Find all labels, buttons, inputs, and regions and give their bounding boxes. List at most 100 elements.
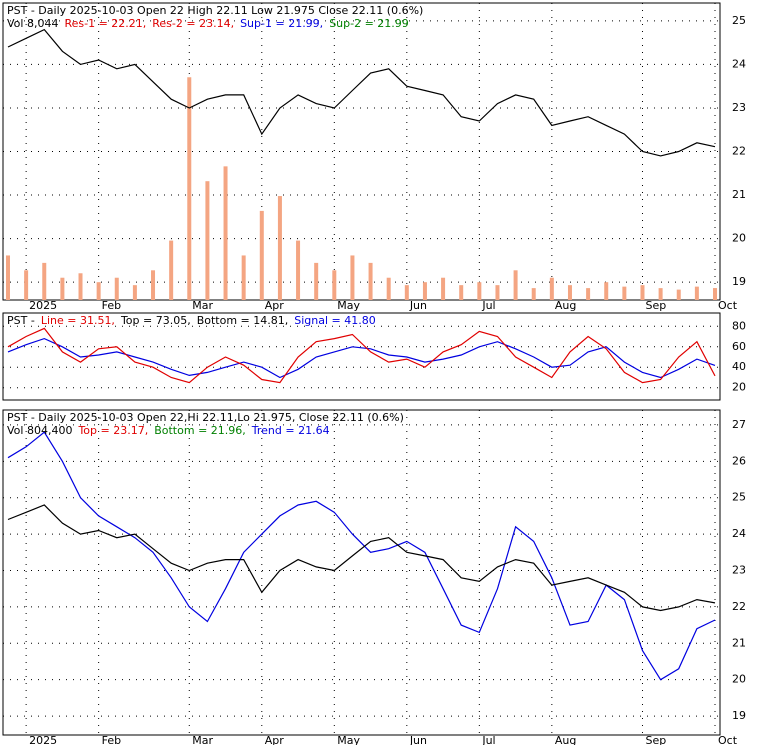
header-text: Sup-2 = 21.99 [329, 17, 409, 30]
x-tick-label: Mar [192, 299, 213, 312]
volume-bar [531, 288, 536, 300]
header-text: PST - Daily 2025-10-03 Open 22 High 22.1… [7, 4, 423, 17]
volume-bar [78, 273, 83, 300]
header-text: Res-1 = 22.21, [64, 17, 146, 30]
volume-bar [332, 270, 337, 300]
x-tick-label: Sep [645, 299, 666, 312]
volume-bar [495, 285, 500, 300]
x-tick-label: Jun [409, 299, 427, 312]
y-tick-label: 20 [732, 381, 746, 394]
volume-bar [622, 286, 627, 300]
y-tick-label: 20 [732, 232, 746, 245]
x-tick-label: Aug [555, 299, 576, 312]
volume-bar [277, 196, 282, 300]
y-tick-label: 23 [732, 563, 746, 576]
y-tick-label: 22 [732, 600, 746, 613]
y-tick-label: 80 [732, 319, 746, 332]
series-line [7, 431, 716, 681]
y-tick-label: 24 [732, 527, 746, 540]
volume-bar [441, 277, 446, 300]
header-text: Signal = 41.80 [294, 314, 376, 327]
header-text: PST - [7, 314, 35, 327]
y-tick-label: 21 [732, 636, 746, 649]
volume-bar [640, 285, 645, 300]
y-tick-label: 26 [732, 454, 746, 467]
series-line [7, 504, 716, 612]
volume-bar [205, 181, 210, 300]
header-text: PST - Daily 2025-10-03 Open 22,Hi 22.11,… [7, 411, 404, 424]
volume-bar [169, 240, 174, 300]
volume-bar [223, 166, 228, 300]
x-tick-label: Feb [102, 734, 121, 745]
header-text: Sup-1 = 21.99, [240, 17, 323, 30]
volume-bar [477, 282, 482, 300]
volume-bar [187, 77, 192, 300]
header-text: Bottom = 21.96, [154, 424, 246, 437]
volume-bar [567, 285, 572, 300]
y-tick-label: 27 [732, 418, 746, 431]
volume-bar [314, 262, 319, 300]
header-text: Vol 8,044 [7, 17, 58, 30]
series-line [7, 28, 716, 157]
header-text: Top = 73.05, [120, 314, 191, 327]
y-tick-label: 25 [732, 14, 746, 27]
volume-bar [259, 210, 264, 300]
x-tick-label: Feb [102, 299, 121, 312]
x-tick-label: Sep [645, 734, 666, 745]
y-tick-label: 24 [732, 57, 746, 70]
y-tick-label: 40 [732, 360, 746, 373]
volume-bar [694, 286, 699, 300]
y-tick-label: 60 [732, 340, 746, 353]
x-tick-label: 2025 [29, 734, 57, 745]
panel-frame [2, 409, 721, 736]
volume-bar [296, 240, 301, 300]
x-tick-label: Oct [718, 734, 738, 745]
volume-bar [459, 285, 464, 300]
x-tick-label: 2025 [29, 299, 57, 312]
x-tick-label: Mar [192, 734, 213, 745]
y-tick-label: 20 [732, 673, 746, 686]
volume-bar [6, 255, 10, 300]
volume-bar [42, 262, 47, 300]
panel-frame [2, 312, 721, 401]
volume-bar [368, 262, 373, 300]
series-line [7, 327, 716, 384]
x-tick-label: Jun [409, 734, 427, 745]
header-text: Bottom = 14.81, [197, 314, 289, 327]
volume-bar [241, 255, 246, 300]
y-tick-label: 25 [732, 491, 746, 504]
header-text: Vol 804,400 [7, 424, 72, 437]
volume-bar [513, 270, 518, 300]
y-tick-label: 23 [732, 101, 746, 114]
volume-bar [713, 288, 717, 300]
y-tick-label: 19 [732, 709, 746, 722]
volume-bar [24, 270, 29, 300]
volume-bar [604, 282, 609, 300]
x-tick-label: May [337, 299, 360, 312]
volume-bar [422, 282, 427, 300]
y-tick-label: 21 [732, 188, 746, 201]
volume-bar [586, 288, 591, 300]
y-tick-label: 22 [732, 145, 746, 158]
x-tick-label: Apr [265, 299, 285, 312]
x-tick-label: Aug [555, 734, 576, 745]
volume-bar [549, 277, 554, 300]
x-tick-label: Apr [265, 734, 285, 745]
volume-bar [404, 285, 409, 300]
header-text: Line = 31.51, [41, 314, 115, 327]
volume-bar [386, 277, 391, 300]
volume-bar [114, 277, 119, 300]
volume-bar [132, 285, 137, 300]
volume-bar [60, 277, 65, 300]
volume-bar [658, 288, 663, 300]
header-text: Top = 23.17, [77, 424, 148, 437]
y-tick-label: 19 [732, 275, 746, 288]
x-tick-label: Jul [481, 734, 495, 745]
x-tick-label: May [337, 734, 360, 745]
volume-bar [350, 255, 355, 300]
volume-bar [676, 289, 681, 300]
volume-bar [96, 282, 101, 300]
x-tick-label: Jul [481, 299, 495, 312]
volume-bar [151, 270, 156, 300]
